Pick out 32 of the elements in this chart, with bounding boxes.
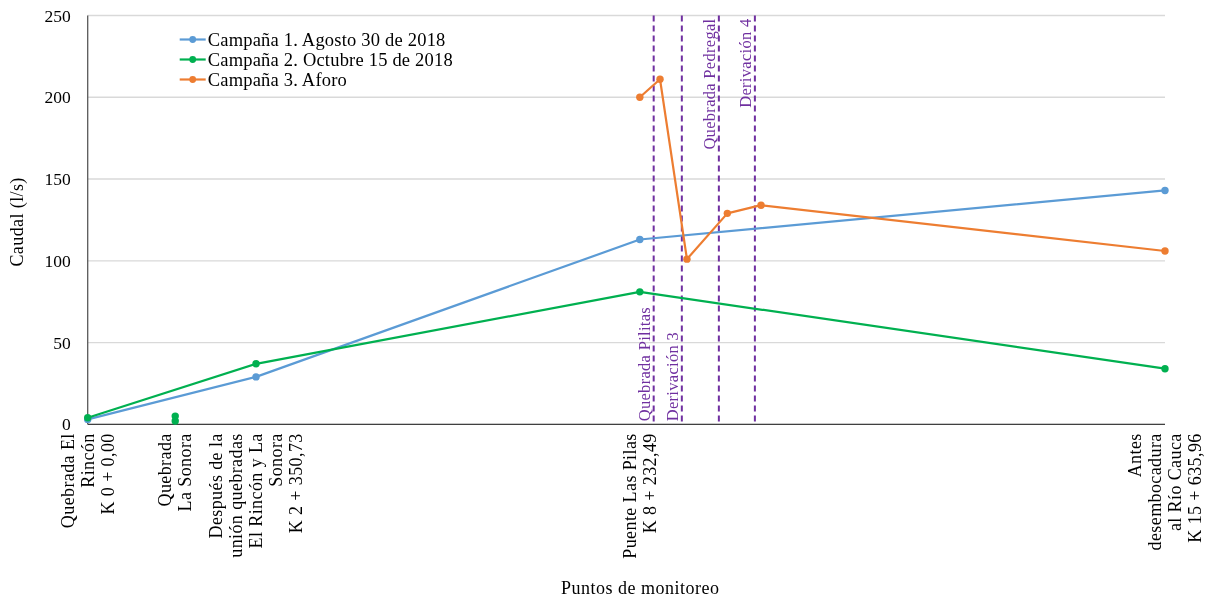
annotation: Derivación 4 xyxy=(735,18,755,108)
point xyxy=(252,373,260,381)
point xyxy=(683,255,691,263)
point xyxy=(757,201,765,209)
point xyxy=(1161,247,1169,255)
point xyxy=(723,209,732,218)
x-tick-label: Puente Las Pilas K 8 + 232,49 xyxy=(619,433,660,559)
annotation: Quebrada Pilitas xyxy=(634,306,654,422)
annotation: Quebrada Pedregal xyxy=(699,18,719,150)
legend-label: Campaña 3. Aforo xyxy=(207,69,348,90)
y-tick-label: 0 xyxy=(61,414,71,435)
point xyxy=(1161,365,1169,373)
point xyxy=(636,288,644,296)
y-tick-label: 50 xyxy=(53,332,71,353)
x-axis-title: Puntos de monitoreo xyxy=(561,578,720,598)
x-tick-label: Quebrada La Sonora xyxy=(155,433,196,512)
point xyxy=(656,75,664,83)
legend-label: Campaña 2. Octubre 15 de 2018 xyxy=(207,49,453,70)
legend-label: Campaña 1. Agosto 30 de 2018 xyxy=(207,29,446,50)
x-tick-label: Quebrada El Rincón K 0 + 0,00 xyxy=(57,433,118,529)
point xyxy=(1161,186,1169,195)
y-axis-title: Caudal (l/s) xyxy=(7,177,28,267)
point xyxy=(252,360,260,368)
x-tick-label: Antes desembocadura al Río Cauca K 15 + 635,96 xyxy=(1124,433,1205,551)
y-tick-label: 250 xyxy=(44,5,71,26)
annotation: Derivación 3 xyxy=(662,332,682,422)
point xyxy=(636,235,644,244)
y-tick-label: 100 xyxy=(44,250,71,271)
point xyxy=(636,93,644,101)
y-tick-label: 200 xyxy=(44,87,71,108)
y-tick-label: 150 xyxy=(44,169,71,190)
x-tick-label: Después de la unión quebradas El Rincón y La Sonora K 2 + 350,73 xyxy=(205,433,306,558)
